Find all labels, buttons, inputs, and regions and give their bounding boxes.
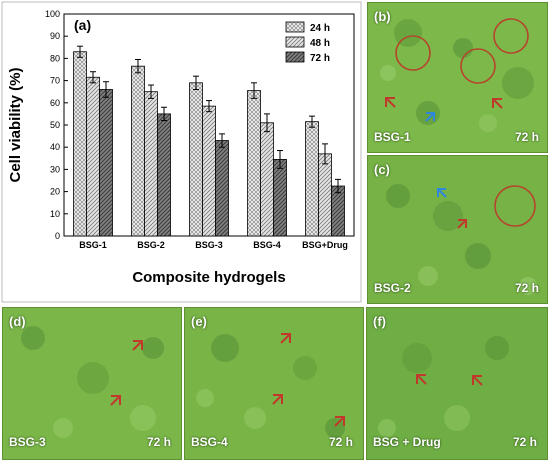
micrograph-name-d: BSG-3 xyxy=(9,435,46,449)
panel-label-a: (a) xyxy=(74,17,91,33)
micrograph-time-f: 72 h xyxy=(512,435,537,449)
y-tick-label: 10 xyxy=(50,209,60,219)
legend-label: 48 h xyxy=(310,38,330,49)
micrograph-name-f: BSG + Drug xyxy=(373,435,441,449)
micrograph-letter-f: (f) xyxy=(373,314,386,329)
bar-24h-BSG-3 xyxy=(189,82,203,237)
y-tick-label: 100 xyxy=(45,9,60,19)
y-tick-label: 50 xyxy=(50,120,60,130)
micrograph-letter-d: (d) xyxy=(9,314,26,329)
red-arrow-marker xyxy=(132,340,143,351)
x-tick-label: BSG+Drug xyxy=(302,240,348,250)
micrograph-time-e: 72 h xyxy=(328,435,353,449)
cell-cluster-marker xyxy=(460,48,496,84)
bar-72h-BSG-3 xyxy=(215,140,229,237)
y-tick-label: 70 xyxy=(50,76,60,86)
micrograph-letter-b: (b) xyxy=(374,9,391,24)
micrograph-time-b: 72 h xyxy=(514,130,539,144)
micrograph-time-d: 72 h xyxy=(146,435,171,449)
y-tick-label: 80 xyxy=(50,53,60,63)
red-arrow-marker xyxy=(472,375,483,386)
bar-24h-BSG-4 xyxy=(247,90,261,237)
micrograph-image-b xyxy=(368,3,547,152)
red-arrow-marker xyxy=(272,394,283,405)
micrograph-image-e xyxy=(185,308,363,459)
y-tick-label: 40 xyxy=(50,142,60,152)
micrograph-name-b: BSG-1 xyxy=(374,130,411,144)
viability-bar-chart: 0 10 20 30 40 50 60 70 80 90 100 BSG-1 BSG-2 BSG-3 BSG… xyxy=(1,1,362,303)
y-tick-label: 60 xyxy=(50,98,60,108)
micrograph-image-d xyxy=(3,308,181,459)
micrograph-image-c xyxy=(368,156,547,303)
bar-48h-BSG-2 xyxy=(144,91,158,237)
bar-24h-BSG+Drug xyxy=(305,121,319,237)
bar-48h-BSG-3 xyxy=(202,105,216,237)
micrograph-image-f xyxy=(367,308,547,459)
bar-72h-BSG-2 xyxy=(157,113,171,237)
micrograph-panel-f: (f) BSG + Drug 72 h xyxy=(366,307,548,460)
micrograph-name-c: BSG-2 xyxy=(374,281,411,295)
y-tick-label: 20 xyxy=(50,187,60,197)
blue-arrow-marker xyxy=(437,188,447,198)
bar-48h-BSG+Drug xyxy=(318,153,332,237)
blue-arrow-marker xyxy=(425,112,435,122)
bar-72h-BSG-4 xyxy=(273,159,287,237)
x-tick-label: BSG-1 xyxy=(79,240,107,250)
y-axis-title: Cell viability (%) xyxy=(7,67,24,182)
red-arrow-marker xyxy=(334,416,345,427)
red-arrow-marker xyxy=(280,333,291,344)
bar-72h-BSG-1 xyxy=(99,89,113,237)
x-axis-title: Composite hydrogels xyxy=(132,269,285,286)
cell-cluster-marker xyxy=(395,35,431,71)
micrograph-panel-c: (c) BSG-2 72 h xyxy=(367,155,548,304)
red-arrow-marker xyxy=(457,219,467,229)
micrograph-letter-c: (c) xyxy=(374,162,390,177)
legend-label: 24 h xyxy=(310,23,330,34)
x-tick-label: BSG-4 xyxy=(253,240,281,250)
bar-48h-BSG-4 xyxy=(260,122,274,237)
micrograph-name-e: BSG-4 xyxy=(191,435,228,449)
y-tick-label: 90 xyxy=(50,31,60,41)
bar-72h-BSG+Drug xyxy=(331,185,345,237)
red-arrow-marker xyxy=(110,395,121,406)
red-arrow-marker xyxy=(492,98,503,109)
bar-24h-BSG-2 xyxy=(131,65,145,237)
micrograph-letter-e: (e) xyxy=(191,314,207,329)
micrograph-panel-d: (d) BSG-3 72 h xyxy=(2,307,182,460)
cell-cluster-marker xyxy=(493,18,529,54)
red-arrow-marker xyxy=(416,374,427,385)
red-arrow-marker xyxy=(385,97,396,108)
chart-legend: 24 h 48 h 72 h xyxy=(285,21,330,64)
bar-48h-BSG-1 xyxy=(86,76,100,237)
legend-label: 72 h xyxy=(310,53,330,64)
legend-swatch xyxy=(285,51,305,63)
micrograph-panel-b: (b) BSG-1 72 h xyxy=(367,2,548,153)
y-tick-label: 0 xyxy=(55,231,60,241)
bar-24h-BSG-1 xyxy=(73,51,87,237)
legend-swatch xyxy=(285,36,305,48)
y-tick-label: 30 xyxy=(50,164,60,174)
x-tick-label: BSG-2 xyxy=(137,240,165,250)
cell-cluster-marker xyxy=(494,185,536,227)
micrograph-panel-e: (e) BSG-4 72 h xyxy=(184,307,364,460)
legend-swatch xyxy=(285,21,305,33)
viability-chart-panel: 0 10 20 30 40 50 60 70 80 90 100 BSG-1 BSG-2 BSG-3 BSG… xyxy=(0,0,365,305)
micrograph-time-c: 72 h xyxy=(514,281,539,295)
x-tick-label: BSG-3 xyxy=(195,240,223,250)
